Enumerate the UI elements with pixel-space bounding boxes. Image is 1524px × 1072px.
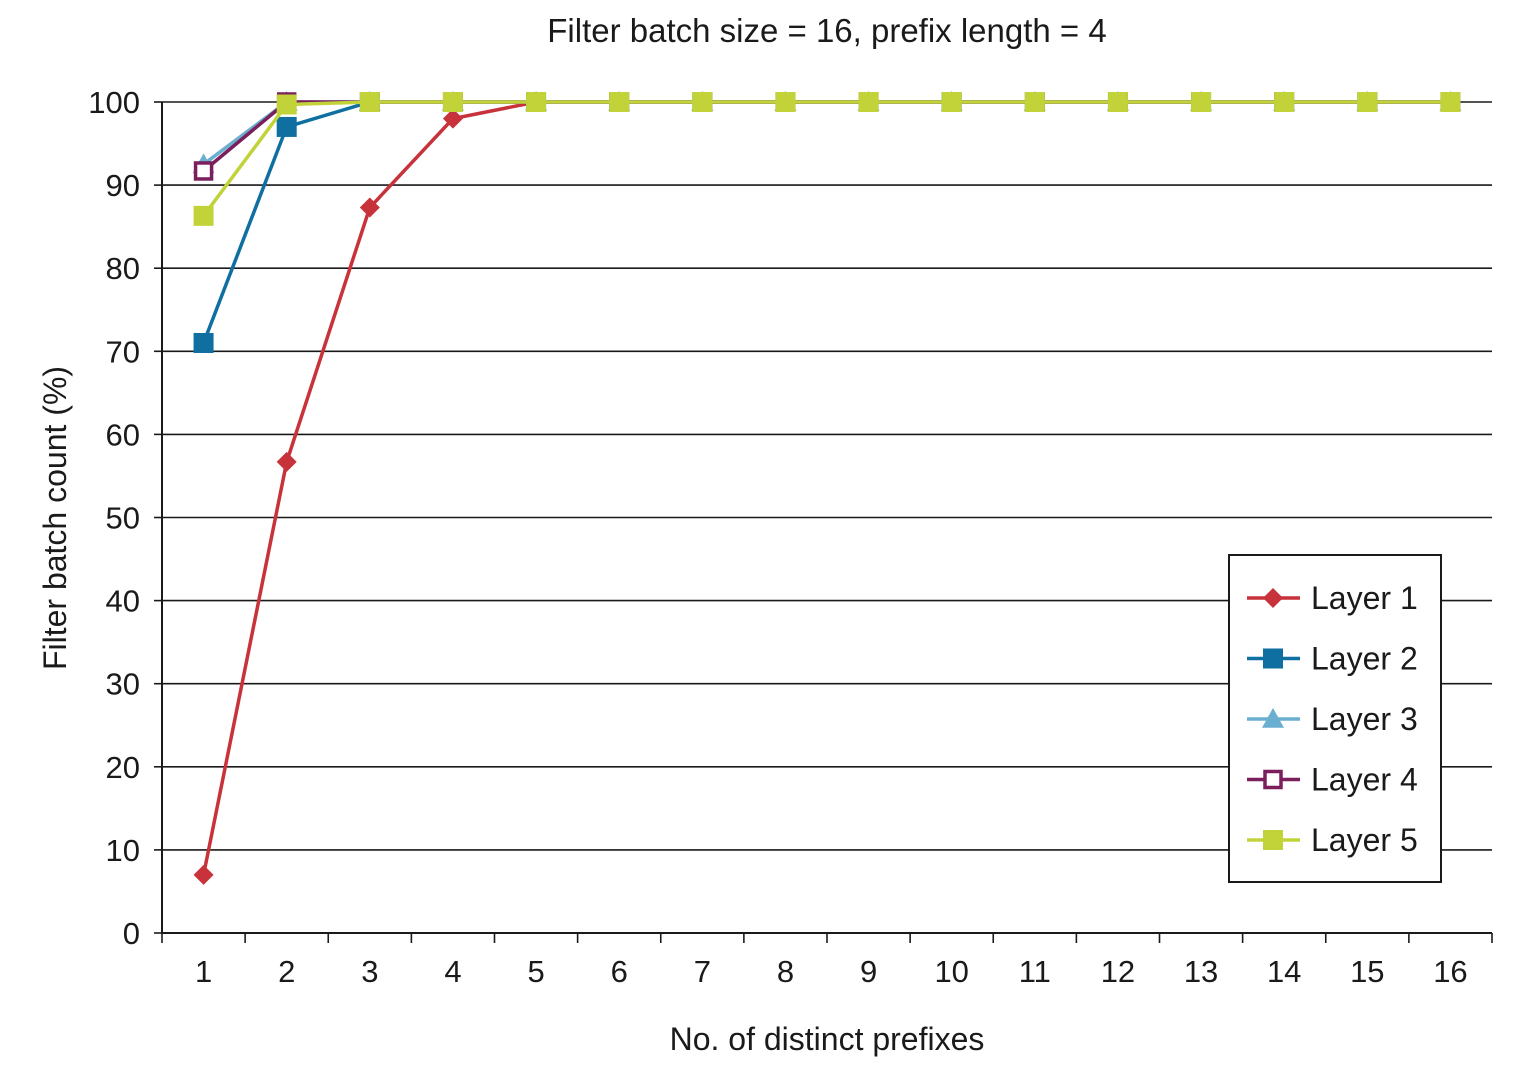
data-point <box>276 94 297 115</box>
y-tick-label: 70 <box>106 334 140 369</box>
series-group <box>192 91 1462 885</box>
y-tick-label: 100 <box>88 85 140 120</box>
legend-label: Layer 4 <box>1311 762 1418 798</box>
x-tick-label: 16 <box>1433 954 1467 989</box>
y-tick-labels: 0 10 20 30 40 50 60 70 80 90 100 <box>88 85 140 951</box>
x-tick-label: 12 <box>1101 954 1135 989</box>
x-tick-label: 13 <box>1184 954 1218 989</box>
data-point <box>276 116 297 137</box>
x-tick-label: 3 <box>361 954 378 989</box>
x-tick-label: 9 <box>860 954 877 989</box>
series-line <box>202 100 1451 173</box>
series-line <box>202 100 1451 217</box>
y-tick-label: 0 <box>123 916 140 951</box>
x-tick-label: 7 <box>694 954 711 989</box>
legend-item: Layer 2 <box>1247 641 1418 677</box>
data-point <box>609 92 630 112</box>
y-tick-label: 20 <box>106 750 140 785</box>
x-tick-label: 1 <box>195 954 212 989</box>
x-tick-label: 10 <box>934 954 968 989</box>
gridlines <box>154 101 1492 934</box>
series-line <box>201 100 1451 344</box>
y-tick-label: 10 <box>106 833 140 868</box>
y-tick-label: 40 <box>106 584 140 619</box>
series-5 <box>193 92 1461 226</box>
legend-item: Layer 5 <box>1247 822 1418 858</box>
y-tick-label: 80 <box>106 251 140 286</box>
data-point <box>775 92 796 112</box>
data-point <box>359 92 380 112</box>
y-tick-label: 30 <box>106 667 140 702</box>
x-tick-labels: 1 2 3 4 5 6 7 8 9 10 11 12 13 14 15 16 <box>195 954 1468 989</box>
x-tick-label: 4 <box>444 954 461 989</box>
series-2 <box>193 92 1461 353</box>
legend-item: Layer 1 <box>1247 580 1418 616</box>
data-point <box>1107 92 1128 112</box>
data-point <box>941 92 962 112</box>
axes <box>161 102 1493 943</box>
legend-marker <box>1263 830 1283 850</box>
data-point <box>526 92 547 112</box>
data-point <box>193 864 214 885</box>
legend-label: Layer 1 <box>1311 580 1418 616</box>
data-point <box>1274 92 1295 112</box>
data-point <box>193 205 214 226</box>
x-tick-label: 5 <box>527 954 544 989</box>
data-point <box>193 161 214 181</box>
legend-label: Layer 2 <box>1311 641 1418 677</box>
data-point <box>858 92 879 112</box>
x-tick-label: 8 <box>777 954 794 989</box>
data-point <box>1440 92 1461 112</box>
data-point <box>442 108 463 129</box>
x-axis-label: No. of distinct prefixes <box>670 1021 985 1057</box>
legend-label: Layer 5 <box>1311 822 1418 858</box>
y-tick-label: 50 <box>106 501 140 536</box>
data-point <box>193 332 214 353</box>
y-tick-label: 90 <box>106 168 140 203</box>
data-point <box>1357 92 1378 112</box>
x-tick-label: 6 <box>611 954 628 989</box>
y-axis-label: Filter batch count (%) <box>37 366 73 670</box>
legend-marker <box>1263 588 1283 608</box>
legend-item: Layer 3 <box>1247 701 1418 737</box>
legend-item: Layer 4 <box>1247 762 1418 798</box>
data-point <box>276 451 297 472</box>
data-point <box>359 197 380 218</box>
data-point <box>1191 92 1212 112</box>
legend-marker <box>1263 769 1283 790</box>
series-4 <box>193 92 1461 181</box>
data-point <box>442 92 463 112</box>
series-line <box>202 100 1451 166</box>
chart-title: Filter batch size = 16, prefix length = … <box>547 12 1106 49</box>
x-tick-label: 15 <box>1350 954 1384 989</box>
x-tick-label: 11 <box>1019 954 1051 989</box>
legend-label: Layer 3 <box>1311 701 1418 737</box>
data-point <box>692 92 713 112</box>
legend-marker <box>1262 708 1284 728</box>
legend-marker <box>1263 648 1283 669</box>
legend: Layer 1 Layer 2 Layer 3 Layer 4 Layer 5 <box>1228 554 1442 883</box>
x-tick-label: 2 <box>278 954 295 989</box>
x-tick-label: 14 <box>1267 954 1301 989</box>
data-point <box>1024 92 1045 112</box>
y-tick-label: 60 <box>106 417 140 452</box>
